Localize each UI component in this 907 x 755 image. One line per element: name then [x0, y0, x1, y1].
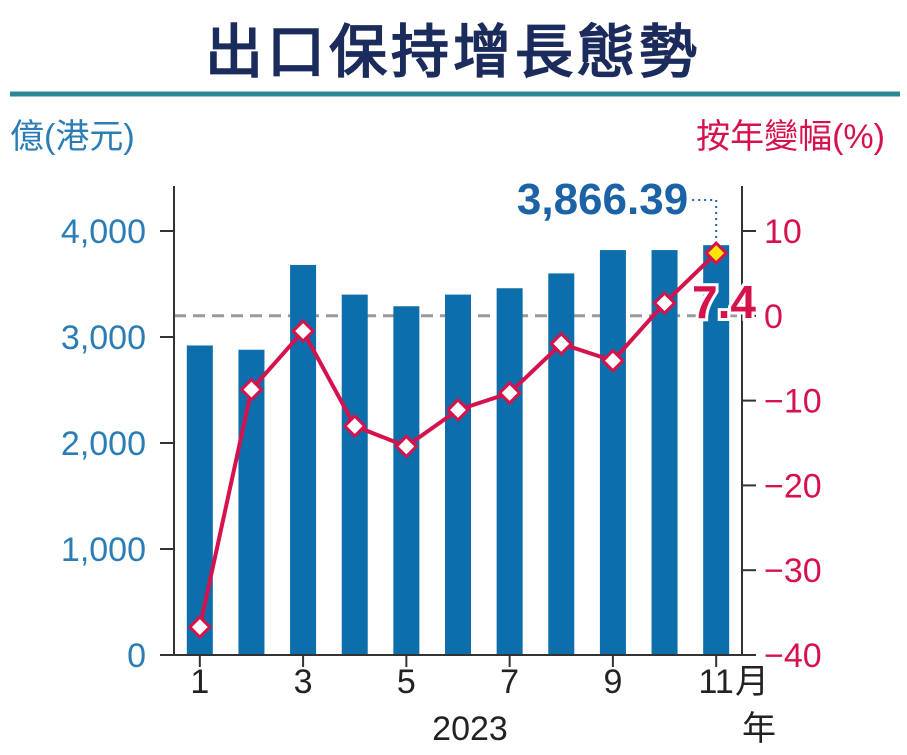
left-tick-label: 3,000	[61, 319, 146, 357]
x-year-suffix: 年	[742, 710, 776, 748]
line-point-month-5	[394, 434, 419, 459]
right-tick-label: −20	[764, 467, 822, 505]
line-point-month-7	[497, 380, 522, 406]
bar-month-4	[341, 294, 368, 655]
left-tick-label: 1,000	[61, 531, 146, 569]
line-point-month-8	[549, 331, 574, 356]
left-tick-label: 0	[127, 637, 146, 675]
x-unit-label: 月	[735, 663, 769, 701]
x-tick-label: 1	[190, 663, 209, 701]
x-tick-label: 5	[397, 663, 416, 701]
right-tick-label: −40	[764, 637, 822, 675]
bar-month-1	[186, 345, 213, 655]
x-tick-label: 11	[699, 663, 734, 701]
line-point-month-1	[187, 614, 212, 640]
bar-month-11	[703, 245, 730, 655]
x-year-label: 2023	[432, 710, 508, 748]
right-axis-title: 按年變幅(%)	[696, 118, 885, 156]
left-axis-title: 億(港元)	[10, 118, 135, 156]
line-point-month-6	[445, 397, 471, 423]
right-tick-label: −30	[764, 552, 822, 590]
bar-month-10	[651, 250, 678, 655]
line-point-month-4	[342, 413, 367, 439]
line-point-month-2	[239, 377, 264, 402]
value-callout-connector	[692, 199, 718, 240]
right-tick-label: 10	[764, 213, 802, 251]
bar-month-8	[548, 273, 575, 655]
bar-month-6	[445, 294, 471, 655]
line-point-month-10	[652, 290, 677, 316]
line-value-annotation: 7.4	[692, 276, 756, 328]
x-tick-label: 7	[500, 663, 519, 701]
left-tick-label: 4,000	[61, 213, 146, 251]
line-point-month-11	[704, 240, 729, 266]
line-point-month-3	[290, 318, 316, 344]
left-tick-label: 2,000	[61, 425, 146, 463]
right-tick-label: −10	[764, 383, 822, 421]
line-point-month-9	[600, 348, 626, 373]
bar-month-5	[393, 306, 420, 655]
bar-month-7	[496, 288, 523, 655]
chart-title: 出口保持增長態勢	[205, 18, 701, 86]
bar-value-annotation: 3,866.39	[517, 175, 688, 224]
x-tick-label: 3	[294, 663, 313, 701]
bar-month-9	[599, 250, 626, 655]
right-tick-label: 0	[764, 298, 783, 336]
x-tick-label: 9	[603, 663, 622, 701]
